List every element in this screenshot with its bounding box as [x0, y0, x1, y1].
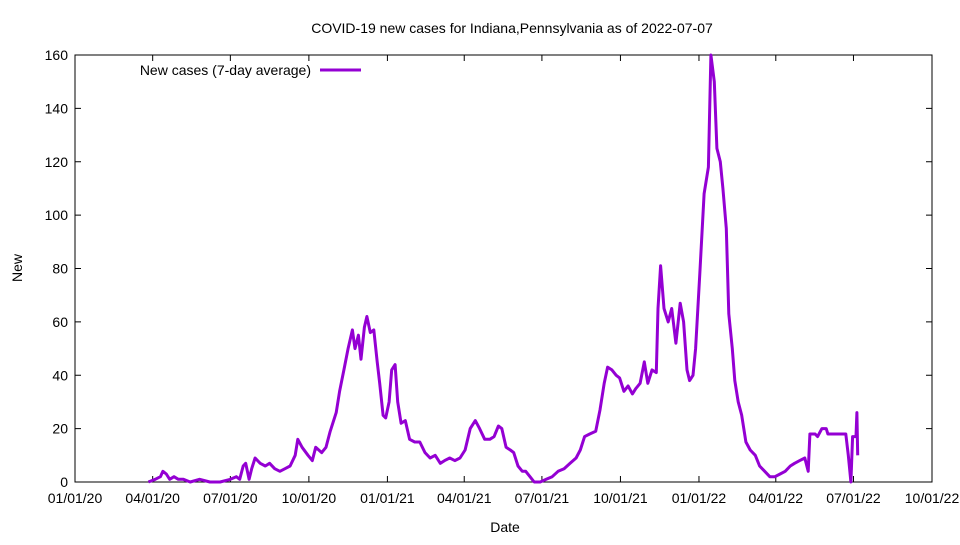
y-tick-label: 40 — [52, 367, 68, 383]
y-axis-label: New — [9, 253, 25, 282]
legend-label: New cases (7-day average) — [140, 62, 311, 78]
x-tick-label: 10/01/21 — [593, 490, 648, 506]
x-tick-label: 04/01/22 — [749, 490, 804, 506]
legend: New cases (7-day average) — [140, 62, 361, 78]
x-tick-label: 01/01/22 — [672, 490, 727, 506]
y-tick-label: 80 — [52, 261, 68, 277]
x-tick-label: 04/01/21 — [437, 490, 492, 506]
y-tick-label: 60 — [52, 314, 68, 330]
chart-title: COVID-19 new cases for Indiana,Pennsylva… — [311, 20, 713, 36]
plot-border — [74, 54, 933, 483]
y-tick-label: 20 — [52, 421, 68, 437]
y-tick-label: 140 — [45, 100, 69, 116]
y-tick-label: 160 — [45, 47, 69, 63]
y-tick-label: 100 — [45, 207, 69, 223]
x-tick-label: 04/01/20 — [125, 490, 180, 506]
x-tick-label: 07/01/22 — [826, 490, 881, 506]
x-axis-label: Date — [490, 519, 520, 535]
x-tick-label: 10/01/20 — [282, 490, 337, 506]
x-tick-label: 07/01/20 — [203, 490, 258, 506]
y-tick-label: 0 — [60, 474, 68, 490]
y-tick-label: 120 — [45, 154, 69, 170]
x-tick-label: 01/01/20 — [48, 490, 103, 506]
series-line — [147, 53, 860, 484]
x-tick-label: 10/01/22 — [905, 490, 960, 506]
x-tick-label: 01/01/21 — [360, 490, 415, 506]
x-tick-label: 07/01/21 — [515, 490, 570, 506]
